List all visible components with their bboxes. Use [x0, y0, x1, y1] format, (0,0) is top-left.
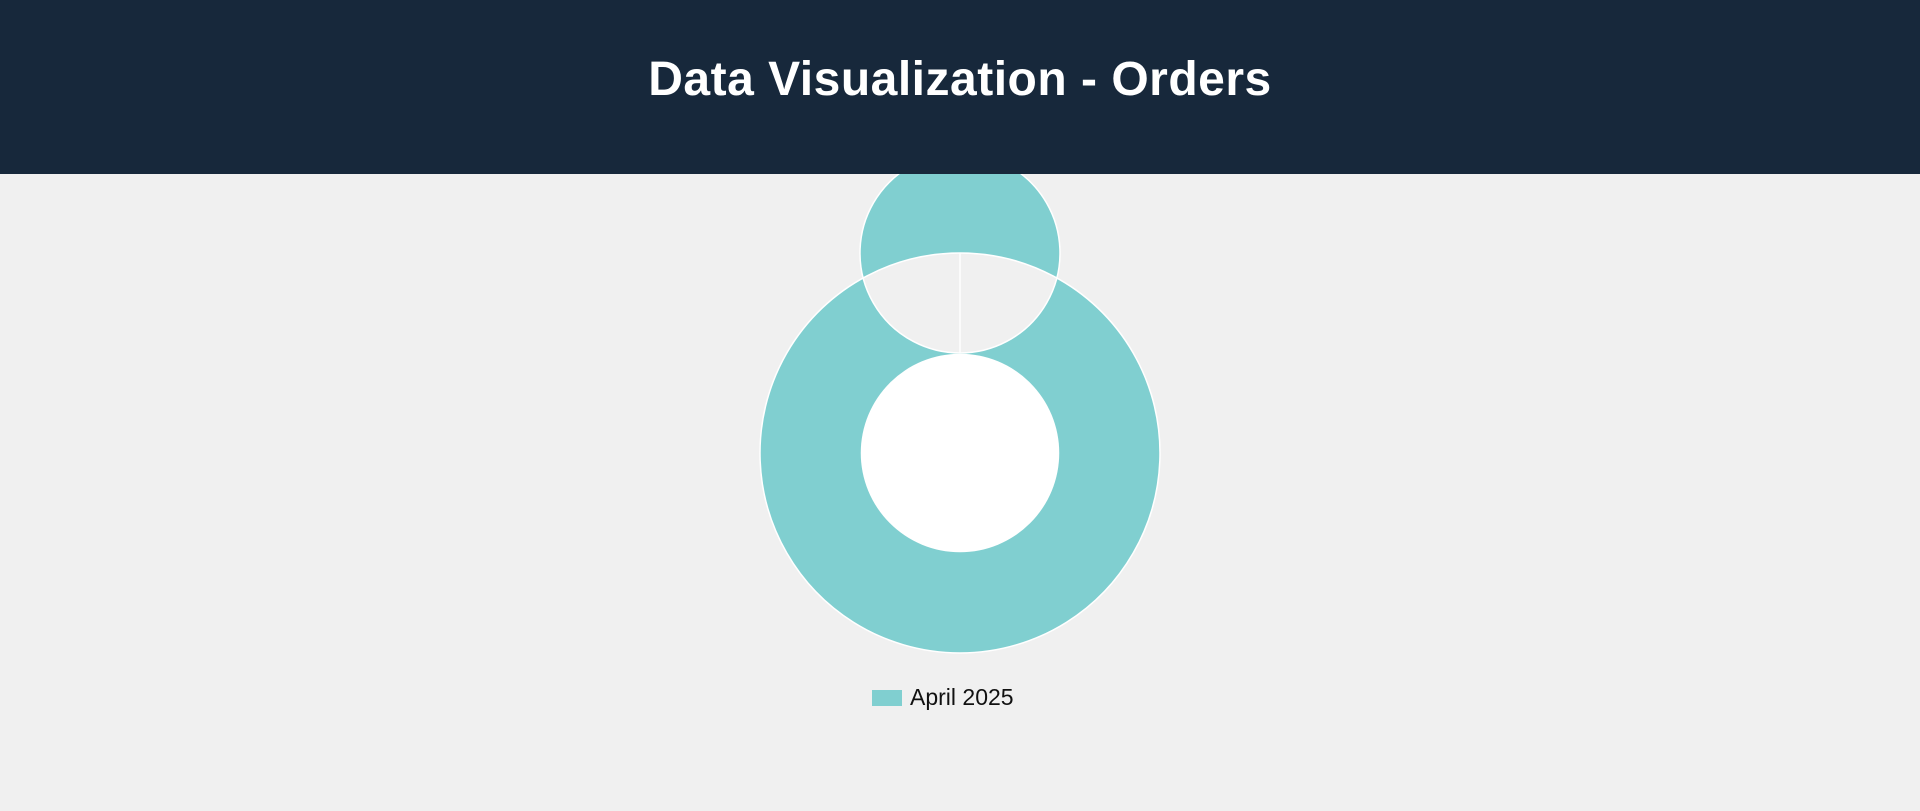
page-title: Data Visualization - Orders [648, 52, 1272, 106]
custom-legend: April 2025 [872, 684, 1014, 711]
doughnut-chart: April 2025 [759, 174, 1161, 654]
page-header: Data Visualization - Orders [0, 0, 1920, 174]
doughnut-hole [860, 353, 1060, 553]
legend-swatch [872, 689, 902, 706]
chart-area: April 2025 April 2025 [0, 174, 1920, 811]
legend-label: April 2025 [910, 684, 1014, 710]
